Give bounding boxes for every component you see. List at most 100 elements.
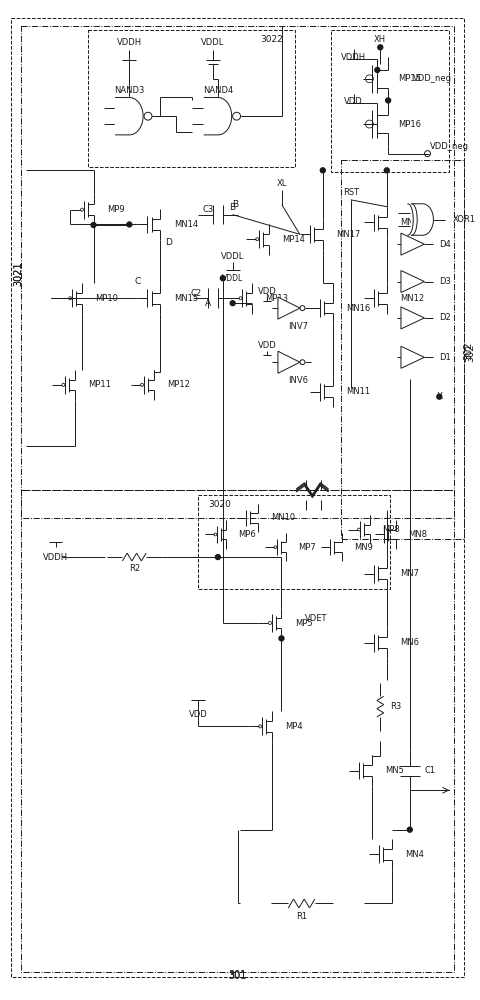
Text: MN9: MN9 — [354, 543, 372, 552]
Text: NAND3: NAND3 — [114, 86, 144, 95]
Text: VDD: VDD — [257, 341, 276, 350]
Text: C2: C2 — [190, 289, 202, 298]
Text: 3022: 3022 — [260, 35, 283, 44]
Circle shape — [320, 168, 324, 173]
Bar — [340, 160, 463, 539]
Text: XL: XL — [276, 179, 287, 188]
Text: VDD: VDD — [344, 97, 362, 106]
Text: C1: C1 — [424, 766, 435, 775]
Text: MN8: MN8 — [408, 530, 427, 539]
Text: C3: C3 — [202, 205, 213, 214]
Text: 3020: 3020 — [208, 500, 230, 509]
Text: C: C — [134, 277, 140, 286]
Text: MN6: MN6 — [399, 638, 419, 647]
Circle shape — [407, 827, 411, 832]
Bar — [88, 30, 294, 167]
Text: D: D — [165, 238, 172, 247]
Circle shape — [377, 45, 382, 50]
Text: D2: D2 — [439, 313, 450, 322]
Text: 3021: 3021 — [13, 261, 23, 286]
Polygon shape — [400, 233, 423, 255]
Circle shape — [220, 276, 225, 281]
Bar — [198, 495, 389, 589]
Text: MP12: MP12 — [167, 380, 190, 389]
Text: INV6: INV6 — [288, 376, 308, 385]
Text: MP14: MP14 — [282, 235, 304, 244]
Text: MP5: MP5 — [294, 619, 312, 628]
Text: MN12: MN12 — [399, 294, 423, 303]
Bar — [21, 26, 453, 518]
Text: XH: XH — [373, 35, 385, 44]
Text: R3: R3 — [390, 702, 401, 711]
Text: VDDL: VDDL — [201, 38, 224, 47]
Bar — [21, 490, 453, 972]
Polygon shape — [400, 271, 423, 293]
Polygon shape — [400, 346, 423, 368]
Circle shape — [278, 636, 283, 641]
Polygon shape — [277, 351, 300, 373]
Circle shape — [127, 222, 132, 227]
Text: X: X — [435, 392, 442, 401]
Text: MP4: MP4 — [285, 722, 302, 731]
Text: VDDL: VDDL — [222, 274, 243, 283]
Text: MP11: MP11 — [88, 380, 111, 389]
Bar — [330, 30, 448, 172]
Text: VDET: VDET — [304, 614, 326, 623]
Text: MP15: MP15 — [397, 74, 420, 83]
Polygon shape — [115, 97, 143, 135]
Text: MN13: MN13 — [399, 218, 424, 227]
Text: VDDH: VDDH — [340, 53, 365, 62]
Text: MN17: MN17 — [336, 230, 360, 239]
Text: MN11: MN11 — [346, 387, 370, 396]
Text: VDD_neg: VDD_neg — [412, 74, 451, 83]
Polygon shape — [411, 204, 432, 235]
Text: B: B — [232, 200, 238, 209]
Circle shape — [436, 394, 441, 399]
Text: RST: RST — [342, 188, 358, 197]
Circle shape — [230, 301, 235, 306]
Text: D1: D1 — [439, 353, 450, 362]
Text: MN15: MN15 — [174, 294, 198, 303]
Text: VDD_neg: VDD_neg — [429, 142, 468, 151]
Polygon shape — [400, 307, 423, 329]
Text: R1: R1 — [295, 912, 306, 921]
Text: D3: D3 — [439, 277, 450, 286]
Text: MP13: MP13 — [265, 294, 288, 303]
Text: 302: 302 — [462, 341, 472, 360]
Text: MP16: MP16 — [397, 120, 420, 129]
Text: MN14: MN14 — [174, 220, 198, 229]
Circle shape — [374, 67, 379, 72]
Text: D4: D4 — [439, 240, 450, 249]
Text: MN16: MN16 — [346, 304, 370, 313]
Text: MP9: MP9 — [107, 205, 124, 214]
Text: VDD: VDD — [257, 287, 276, 296]
Text: A: A — [204, 299, 211, 308]
Text: B: B — [229, 203, 235, 212]
Text: MN5: MN5 — [385, 766, 404, 775]
Circle shape — [385, 98, 390, 103]
Text: 301: 301 — [228, 970, 246, 980]
Text: INV7: INV7 — [288, 322, 308, 331]
Circle shape — [384, 168, 388, 173]
Text: VDDH: VDDH — [43, 553, 68, 562]
Circle shape — [215, 555, 220, 560]
Text: MP10: MP10 — [95, 294, 118, 303]
Text: MP7: MP7 — [298, 543, 315, 552]
Text: R2: R2 — [129, 564, 140, 573]
Text: VDDL: VDDL — [220, 252, 244, 261]
Polygon shape — [204, 97, 231, 135]
Text: NAND4: NAND4 — [203, 86, 232, 95]
Text: MN10: MN10 — [270, 513, 294, 522]
Text: VDDH: VDDH — [117, 38, 142, 47]
Text: XOR1: XOR1 — [452, 215, 475, 224]
Text: MN4: MN4 — [405, 850, 423, 859]
Text: VDD: VDD — [189, 710, 207, 719]
Circle shape — [91, 223, 96, 227]
Text: 302: 302 — [464, 343, 474, 362]
Text: MN7: MN7 — [399, 569, 419, 578]
Text: MP6: MP6 — [238, 530, 255, 539]
Text: MP8: MP8 — [381, 525, 399, 534]
Polygon shape — [277, 297, 300, 319]
Text: 301: 301 — [228, 971, 246, 981]
Text: 3021: 3021 — [13, 261, 23, 286]
